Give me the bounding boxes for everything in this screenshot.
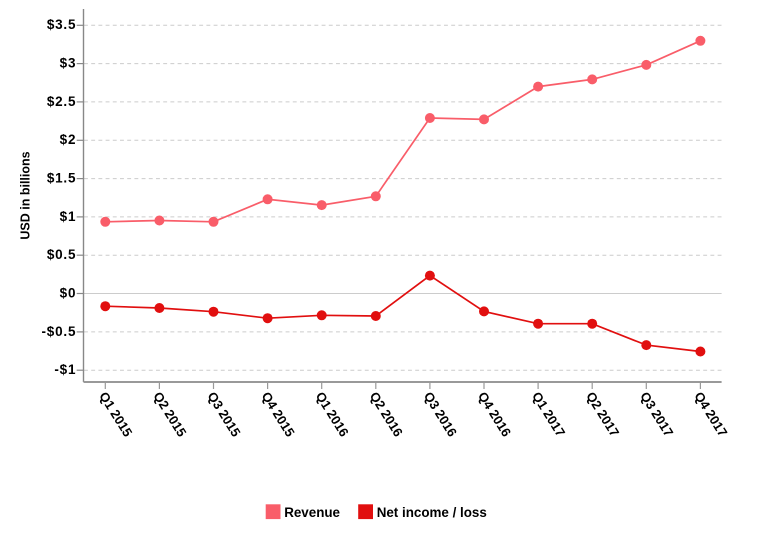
- svg-text:$3: $3: [60, 56, 77, 71]
- svg-text:$2.5: $2.5: [47, 94, 76, 109]
- svg-text:$3.5: $3.5: [47, 17, 76, 32]
- svg-text:$0.5: $0.5: [47, 247, 76, 262]
- svg-text:$1.5: $1.5: [47, 171, 76, 186]
- svg-text:-$1: -$1: [54, 362, 76, 377]
- svg-text:-$0.5: -$0.5: [42, 324, 77, 339]
- svg-text:Net income / loss: Net income / loss: [377, 505, 487, 520]
- svg-text:$2: $2: [60, 132, 77, 147]
- svg-text:$0: $0: [60, 285, 77, 300]
- svg-text:Revenue: Revenue: [284, 505, 340, 520]
- svg-text:$1: $1: [60, 209, 77, 224]
- svg-text:USD in billions: USD in billions: [19, 151, 33, 239]
